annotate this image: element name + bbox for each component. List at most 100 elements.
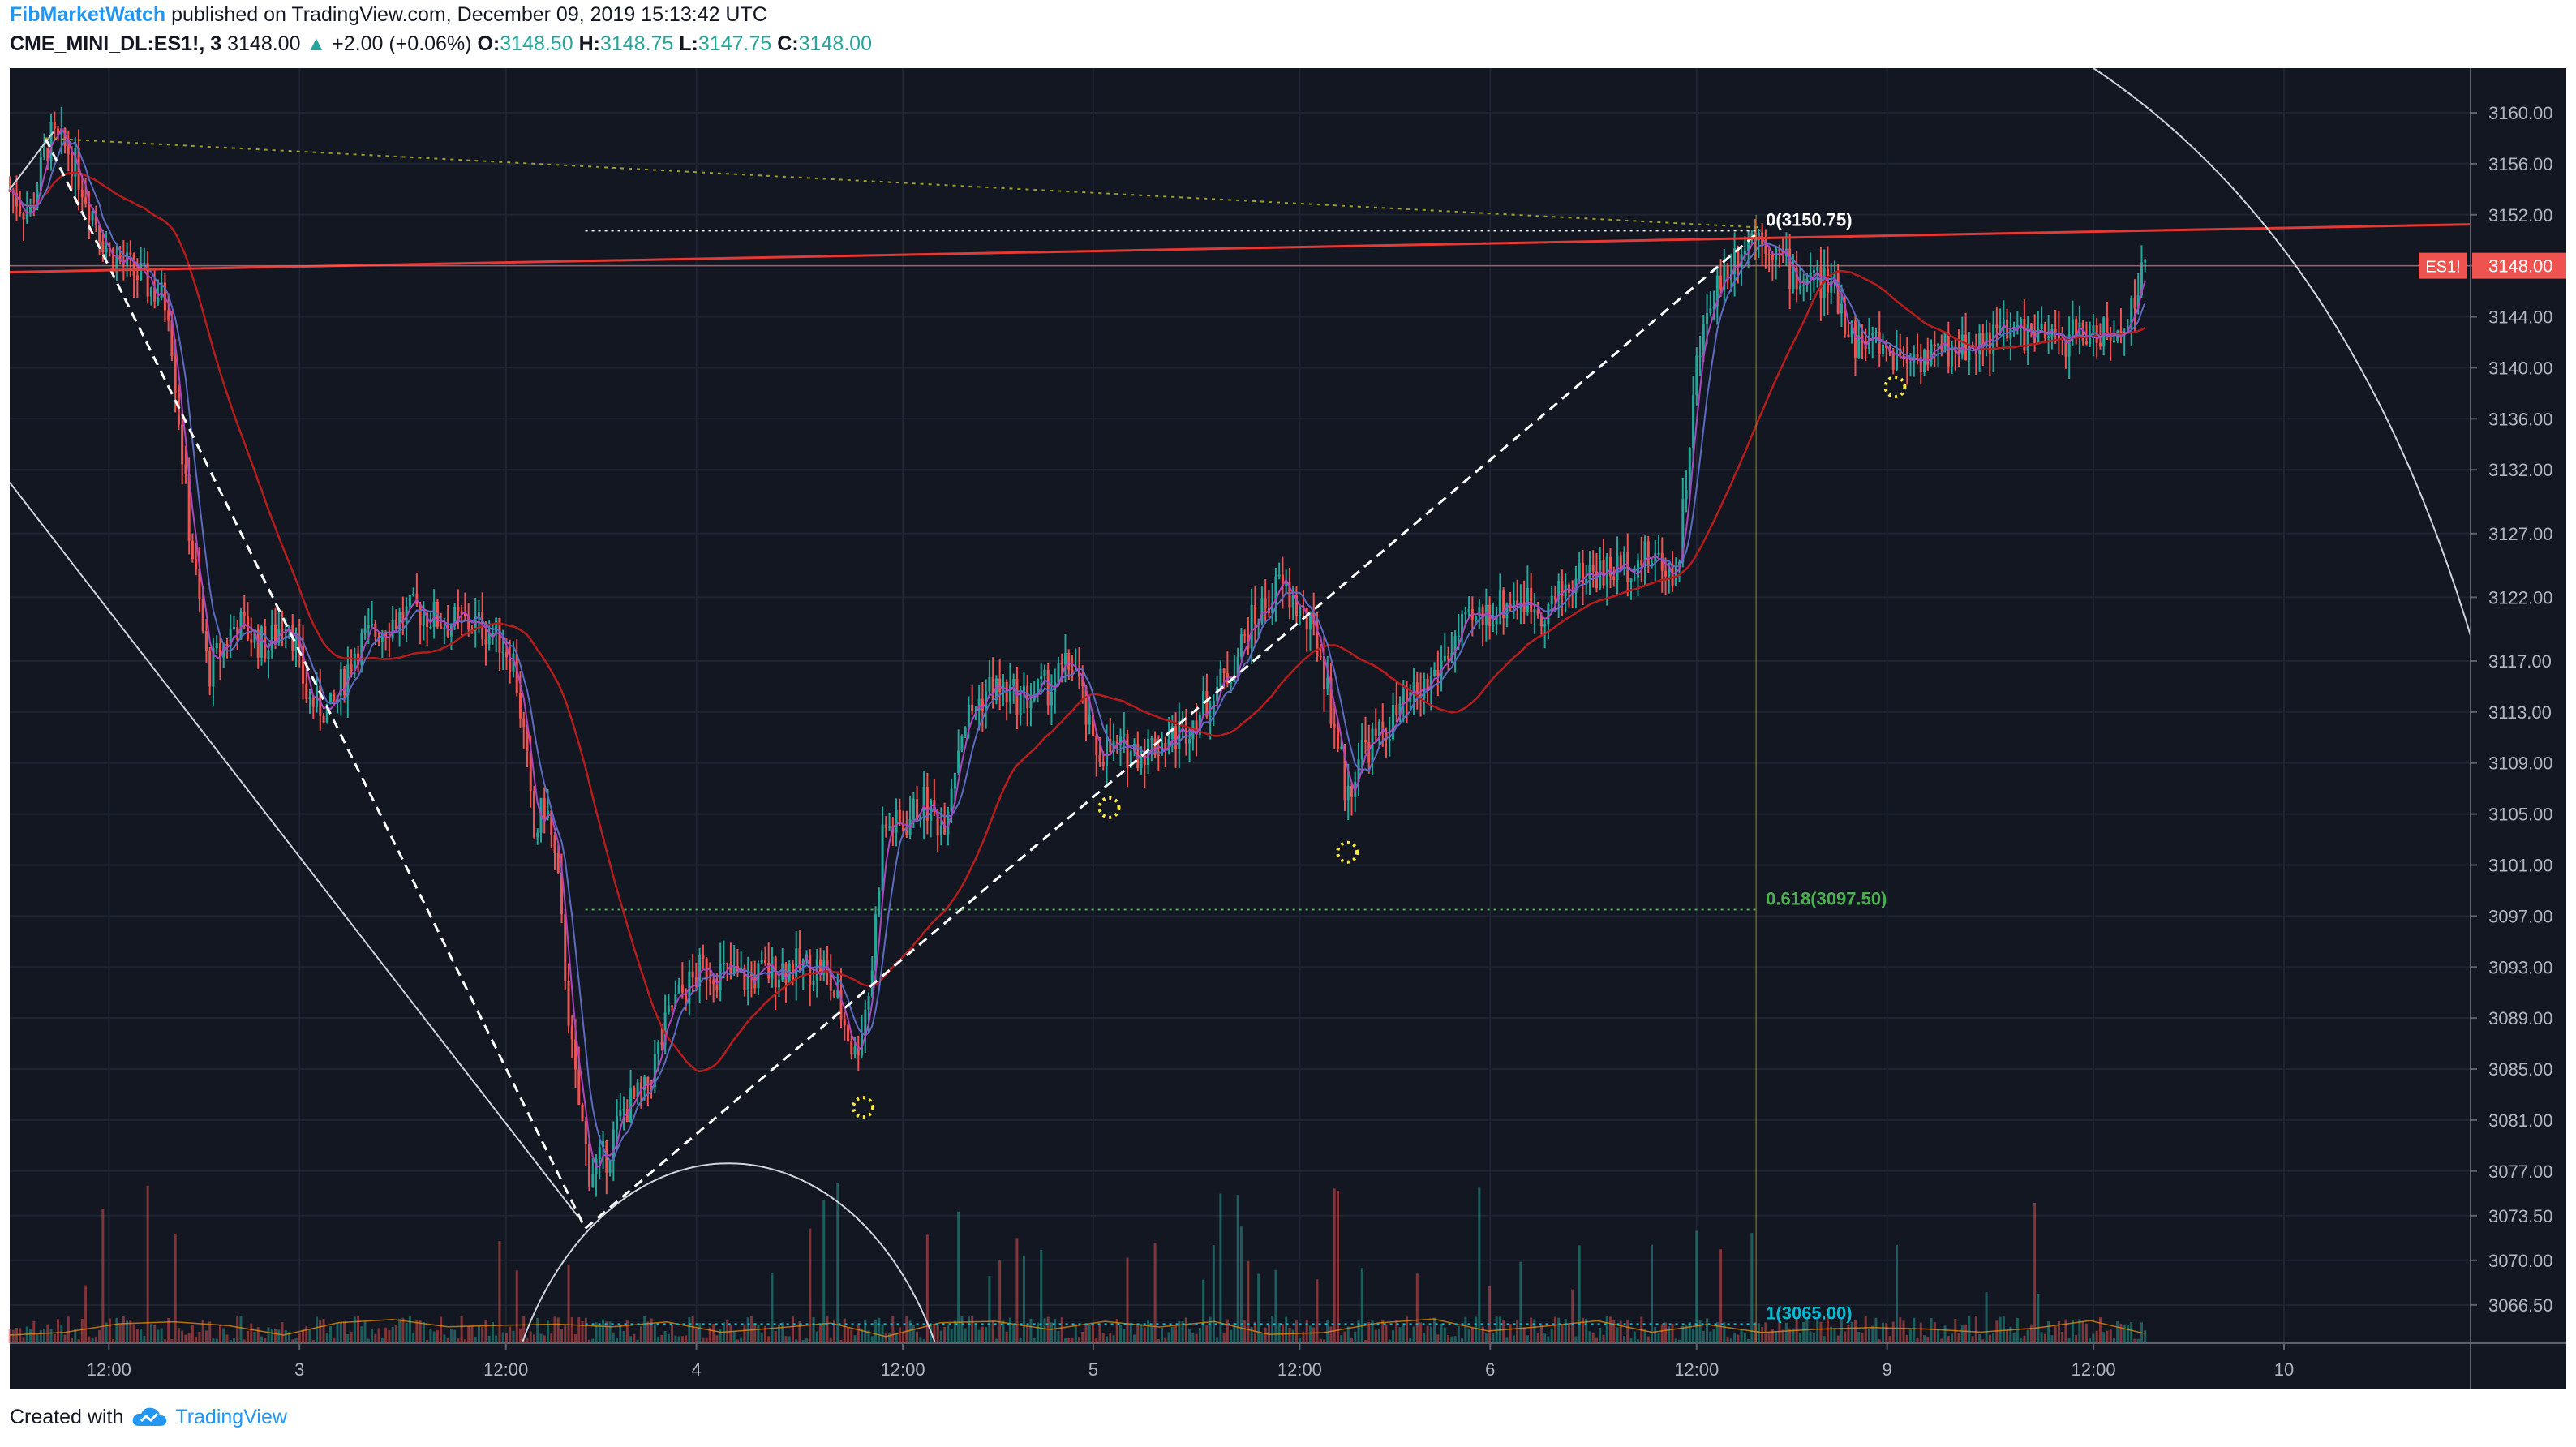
candle-body (584, 1121, 587, 1144)
candle-body (146, 263, 149, 297)
candle-body (322, 715, 325, 724)
time-tick-label: 3 (294, 1359, 304, 1380)
volume-bar (1475, 1316, 1478, 1343)
candle-body (625, 1109, 629, 1122)
candle-body (939, 825, 942, 836)
candle-body (1595, 571, 1598, 589)
candle-body (1550, 595, 1553, 604)
price-tick-label: 3066.50 (2488, 1295, 2553, 1316)
volume-bar (343, 1321, 346, 1343)
volume-bar (2098, 1317, 2102, 1343)
volume-bar (1767, 1333, 1771, 1343)
candle-body (1406, 689, 1409, 702)
volume-bar (953, 1320, 956, 1343)
candle-body (1333, 724, 1336, 728)
volume-bar (698, 1323, 702, 1343)
volume-bar (316, 1316, 319, 1343)
volume-bar (1346, 1326, 1350, 1343)
candle-body (201, 598, 204, 631)
candle-body (1015, 679, 1019, 715)
price-chart[interactable]: 0(3150.75) 0.618(3097.50) 1(3065.00) 3160.… (0, 68, 2576, 1390)
volume-bar (2109, 1329, 2112, 1343)
candle-body (1453, 636, 1457, 654)
volume-bar (477, 1326, 480, 1343)
candle-body (339, 668, 342, 696)
tradingview-brand-link[interactable]: TradingView (175, 1405, 287, 1428)
candle-body (1715, 275, 1719, 307)
volume-bar (388, 1329, 391, 1343)
swing-marker (1097, 796, 1121, 819)
candle-body (888, 826, 891, 828)
volume-bar (212, 1338, 215, 1343)
volume-bar (115, 1317, 118, 1343)
volume-bar (1008, 1317, 1011, 1343)
candle-body (994, 678, 998, 701)
author-link[interactable]: FibMarketWatch (10, 3, 166, 26)
candle-body (543, 798, 546, 818)
volume-bar (1802, 1321, 1805, 1343)
candle-body (1660, 553, 1664, 571)
volume-bar (2054, 1326, 2057, 1343)
volume-bar (1181, 1321, 1184, 1343)
volume-bar (160, 1328, 163, 1343)
volume-bar (350, 1331, 353, 1343)
volume-bar (950, 1328, 953, 1343)
candle-body (977, 698, 981, 711)
candle-body (1805, 278, 1809, 286)
volume-bar (1747, 1338, 1750, 1343)
candle-body (449, 625, 453, 637)
volume-bar (1564, 1318, 1567, 1343)
volume-bar (405, 1322, 408, 1343)
candle-body (1433, 669, 1436, 676)
volume-bar (357, 1316, 360, 1343)
candle-body (1726, 266, 1729, 281)
volume-bar (1092, 1322, 1095, 1343)
candle-body (532, 791, 535, 838)
volume-bar (250, 1323, 253, 1343)
candle-body (167, 310, 170, 321)
candle-body (1243, 634, 1247, 636)
candle-body (273, 625, 277, 643)
volume-bar (1522, 1327, 1526, 1343)
volume-bar (777, 1324, 780, 1343)
volume-bar (1561, 1325, 1564, 1343)
price-tick-label: 3122.00 (2488, 587, 2553, 608)
volume-bar (140, 1328, 143, 1343)
volume-bar (1864, 1316, 1867, 1343)
volume-bar (2123, 1324, 2126, 1343)
price-axis[interactable]: 3160.00 3156.00 3152.00 3148.00 3144.00 3140.… (2419, 68, 2566, 1389)
candle-body (281, 628, 284, 631)
candle-body (950, 788, 953, 812)
volume-bar (1392, 1330, 1395, 1343)
candle-body (1336, 727, 1339, 750)
candle-body (1475, 616, 1478, 620)
candle-body (925, 787, 929, 821)
volume-bar (1308, 1325, 1312, 1343)
candle-body (1951, 346, 1954, 367)
symbol-legend: CME_MINI_DL:ES1!, 3 3148.00 ▲ +2.00 (+0.… (10, 32, 872, 56)
symbol-name[interactable]: CME_MINI_DL:ES1!, 3 (10, 32, 222, 55)
volume-bar (784, 1336, 788, 1343)
candle-body (1133, 744, 1136, 752)
candle-body (1754, 233, 1757, 241)
candle-body (964, 727, 967, 737)
time-axis[interactable]: 12:00 3 12:00 4 12:00 5 12:00 6 12:00 9 12:00 10 (10, 1342, 2566, 1380)
candle-body (602, 1140, 605, 1148)
candle-body (912, 798, 915, 820)
candle-body (1429, 676, 1432, 689)
volume-bar (367, 1338, 370, 1343)
candle-body (2009, 328, 2012, 339)
volume-bar (1412, 1326, 1415, 1343)
volume-bar (760, 1332, 763, 1343)
volume-bar (570, 1316, 573, 1343)
candle-body (1050, 692, 1053, 706)
candle-body (667, 1005, 670, 1013)
volume-bar (426, 1339, 429, 1343)
candle-body (553, 834, 556, 854)
volume-bar (504, 1333, 508, 1343)
candle-body (2029, 324, 2033, 332)
volume-bar (1060, 1317, 1063, 1343)
volume-bar (1547, 1336, 1550, 1343)
volume-bar (1453, 1336, 1457, 1343)
volume-bar (653, 1324, 656, 1343)
